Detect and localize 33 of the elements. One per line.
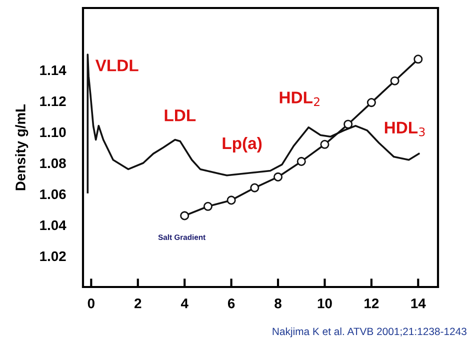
- x-tick-label: 4: [180, 298, 188, 308]
- point: [414, 54, 423, 64]
- x-tick-label: 10: [318, 298, 332, 308]
- annotation: HDL$_{2}$: [280, 92, 320, 106]
- point: [296, 156, 306, 166]
- annotation: LDL: [164, 110, 196, 122]
- point: [226, 196, 236, 205]
- x-tick-label: 8: [274, 298, 282, 308]
- point: [274, 172, 283, 182]
- y-axis-title: Density g/mL: [15, 104, 28, 190]
- y-tick-label: 1.14: [40, 65, 66, 76]
- annotation: HDL$_{3}$: [384, 122, 425, 136]
- x-tick-label: 0: [88, 298, 94, 308]
- y-tick-label: 1.10: [40, 127, 66, 138]
- x-tick-label: 2: [134, 298, 142, 308]
- point: [366, 98, 376, 108]
- x-tick-label: 12: [364, 298, 379, 308]
- point: [390, 76, 400, 86]
- point: [250, 183, 260, 192]
- point: [203, 202, 212, 211]
- point: [344, 120, 353, 129]
- y-tick-label: 1.08: [40, 158, 66, 168]
- text: Nakjima K et al. ATVB 2001;21:1238-1243: [272, 327, 466, 338]
- point: [320, 140, 330, 149]
- y-tick-label: 1.04: [40, 220, 66, 230]
- annotation: VLDL: [95, 60, 138, 72]
- y-tick-label: 1.12: [40, 96, 66, 106]
- x-tick-label: 6: [228, 298, 235, 308]
- annotation: Lp(a): [222, 136, 262, 152]
- x-tick-label: 14: [411, 298, 426, 308]
- y-tick-label: 1.06: [40, 189, 66, 200]
- point: [180, 211, 190, 220]
- y-tick-label: 1.02: [40, 251, 66, 262]
